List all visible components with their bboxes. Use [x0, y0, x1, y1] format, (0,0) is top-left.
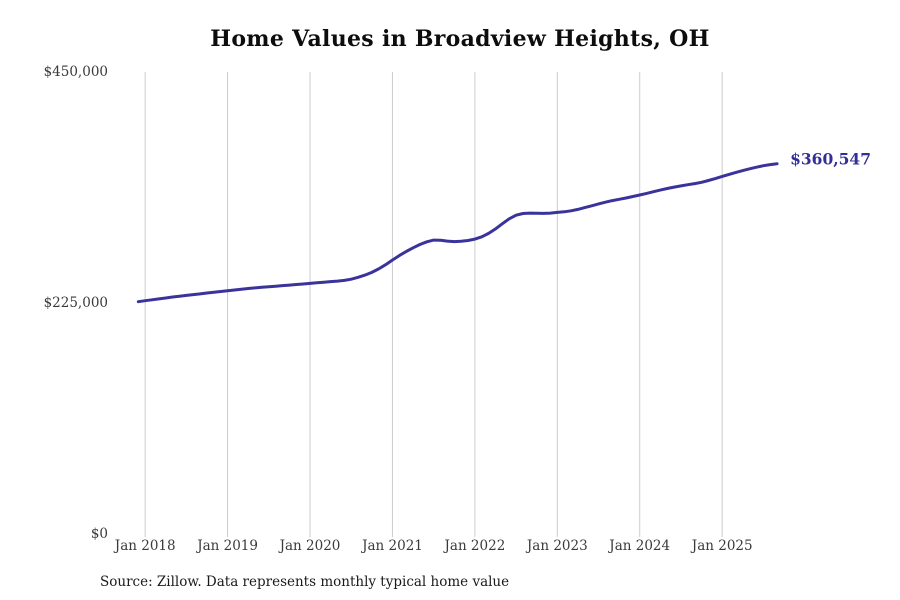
y-tick-label: $0: [90, 526, 108, 542]
x-tick-label: Jan 2023: [526, 538, 588, 554]
home-value-line: [136, 162, 779, 304]
x-tick-label: Jan 2018: [114, 538, 176, 554]
x-tick-label: Jan 2021: [362, 538, 423, 554]
chart-title: Home Values in Broadview Heights, OH: [210, 26, 710, 52]
x-tick-label: Jan 2024: [609, 538, 671, 554]
current-value-label: $360,547: [790, 149, 871, 169]
y-tick-label: $225,000: [43, 295, 108, 311]
source-note: Source: Zillow. Data represents monthly …: [100, 574, 510, 590]
x-tick-label: Jan 2020: [279, 538, 341, 554]
y-tick-label: $450,000: [43, 64, 108, 80]
x-tick-label: Jan 2022: [444, 538, 506, 554]
x-tick-label: Jan 2019: [197, 538, 258, 554]
x-tick-label: Jan 2025: [691, 538, 753, 554]
